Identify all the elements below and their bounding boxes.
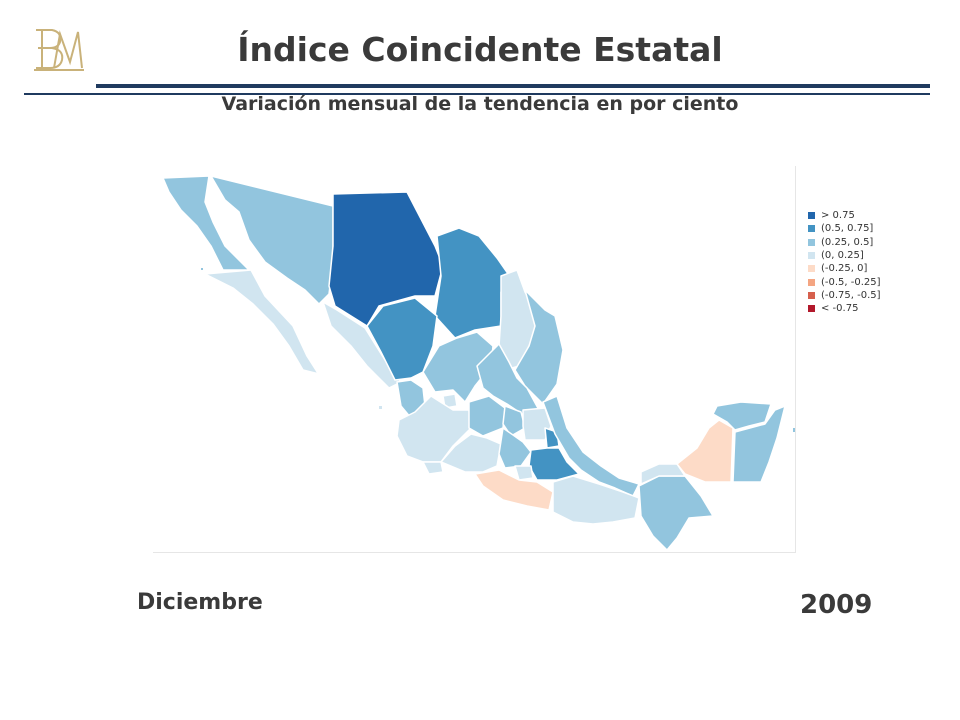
state-jalisco (396, 395, 472, 463)
legend-swatch (808, 265, 815, 273)
page-title: Índice Coincidente Estatal (237, 30, 723, 69)
legend-swatch (808, 305, 815, 313)
state-quintana-roo (732, 405, 786, 483)
legend-swatch (808, 225, 815, 233)
state-campeche (676, 419, 734, 483)
state-chihuahua (328, 191, 444, 327)
state-guanajuato (468, 395, 506, 437)
state-queretaro (502, 405, 526, 437)
state-baja-california-sur (204, 269, 322, 379)
state-tabasco (640, 463, 686, 485)
state-colima (422, 461, 444, 475)
legend-swatch (808, 291, 815, 299)
state-coahuila (434, 227, 512, 339)
period-month: Diciembre (137, 590, 263, 615)
legend-item: (0.5, 0.75] (808, 222, 881, 235)
state-morelos (514, 465, 534, 481)
map-legend: > 0.75 (0.5, 0.75] (0.25, 0.5] (0, 0.25]… (808, 209, 881, 315)
legend-item: (-0.5, -0.25] (808, 275, 881, 288)
state-baja-california (162, 175, 250, 271)
legend-item: (0.25, 0.5] (808, 236, 881, 249)
island-marks (379, 406, 382, 409)
state-durango (366, 297, 438, 381)
state-oaxaca (552, 475, 640, 525)
legend-swatch (808, 252, 815, 260)
banxico-logo-icon (30, 22, 86, 76)
legend-swatch (808, 278, 815, 286)
header-rule-thick (96, 84, 930, 88)
mexico-choropleth-map (162, 175, 795, 551)
header-rule-thin (24, 93, 930, 95)
legend-swatch (808, 212, 815, 220)
legend-item: < -0.75 (808, 302, 881, 315)
state-chiapas (638, 475, 714, 551)
period-year: 2009 (800, 590, 873, 620)
legend-item: (-0.25, 0] (808, 262, 881, 275)
legend-item: > 0.75 (808, 209, 881, 222)
legend-item: (-0.75, -0.5] (808, 289, 881, 302)
state-sinaloa (322, 301, 402, 389)
state-yucatan (712, 401, 772, 431)
page-subtitle: Variación mensual de la tendencia en por… (221, 94, 739, 114)
legend-item: (0, 0.25] (808, 249, 881, 262)
legend-swatch (808, 238, 815, 246)
map-frame (153, 166, 796, 553)
state-guerrero (474, 469, 554, 511)
